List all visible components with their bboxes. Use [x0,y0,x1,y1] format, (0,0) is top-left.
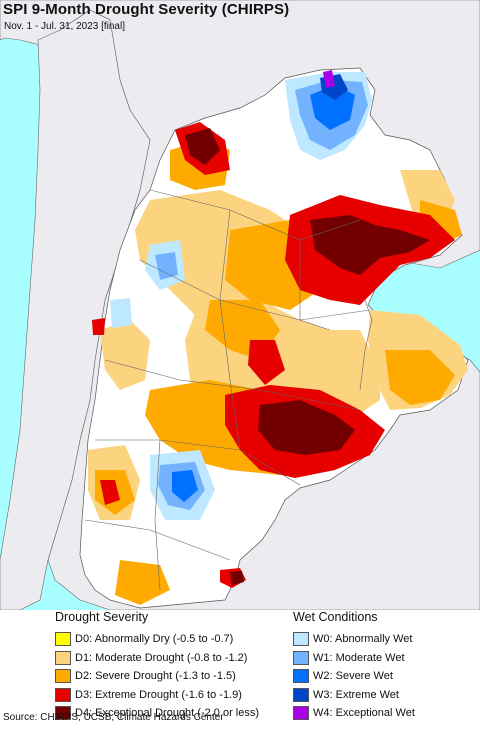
legend-item-w0: W0: Abnormally Wet [293,630,415,649]
legend-swatch [55,632,71,647]
legend-label: D0: Abnormally Dry (-0.5 to -0.7) [75,633,234,646]
legend-swatch [293,650,309,665]
legend-swatch [293,706,309,721]
legend-item-d2: D2: Severe Drought (-1.3 to -1.5) [55,667,259,686]
legend-label: W0: Abnormally Wet [313,633,413,646]
legend-swatch [293,669,309,684]
drought-legend: Drought Severity D0: Abnormally Dry (-0.… [55,610,259,723]
legend-swatch [293,687,309,702]
legend-item-d4: D4: Exceptional Drought (-2.0 or less) [55,704,259,723]
wet-legend: Wet Conditions W0: Abnormally Wet W1: Mo… [293,610,415,723]
drought-legend-heading: Drought Severity [55,610,149,624]
legend-swatch [55,669,71,684]
legend-item-w4: W4: Exceptional Wet [293,704,415,723]
map-title: SPI 9-Month Drought Severity (CHIRPS) [3,1,290,18]
legend-label: W3: Extreme Wet [313,688,399,701]
legend-label: D2: Severe Drought (-1.3 to -1.5) [75,670,236,683]
chile-land [0,9,151,610]
legend-swatch [55,687,71,702]
legend-item-d1: D1: Moderate Drought (-0.8 to -1.2) [55,649,259,668]
legend-item-d3: D3: Extreme Drought (-1.6 to -1.9) [55,686,259,705]
legend-swatch [55,706,71,721]
legend-item-w3: W3: Extreme Wet [293,686,415,705]
d4-exceptional-drought-areas [185,128,430,585]
legend-label: D4: Exceptional Drought (-2.0 or less) [75,707,260,720]
wet-legend-heading: Wet Conditions [293,610,378,624]
legend-label: D1: Moderate Drought (-0.8 to -1.2) [75,651,248,664]
legend-item-d0: D0: Abnormally Dry (-0.5 to -0.7) [55,630,259,649]
legend-label: W1: Moderate Wet [313,651,405,664]
legend-swatch [55,650,71,665]
legend-label: W4: Exceptional Wet [313,707,415,720]
legend-item-w2: W2: Severe Wet [293,667,415,686]
legend-label: D3: Extreme Drought (-1.6 to -1.9) [75,688,242,701]
map-subtitle: Nov. 1 - Jul. 31, 2023 [final] [4,21,125,32]
legend-swatch [293,632,309,647]
legend-item-w1: W1: Moderate Wet [293,649,415,668]
legend-label: W2: Severe Wet [313,670,393,683]
source-credit: Source: CHIRPS, UCSB, Climate Hazards Ce… [3,712,224,723]
drought-map [0,0,480,610]
admin-borders [84,189,373,591]
